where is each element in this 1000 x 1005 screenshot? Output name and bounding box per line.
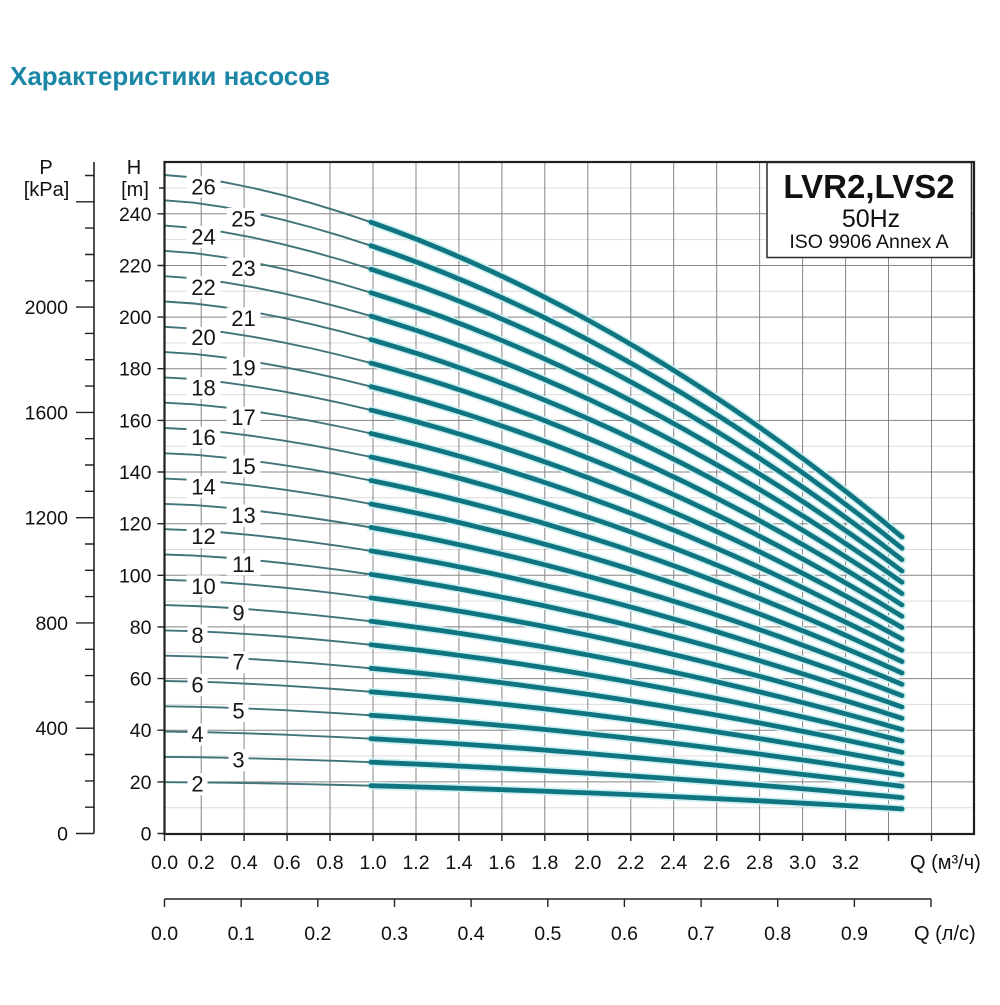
svg-text:ISO 9906 Annex A: ISO 9906 Annex A — [789, 231, 948, 253]
svg-text:0.0: 0.0 — [151, 852, 178, 874]
svg-text:0: 0 — [141, 824, 152, 846]
svg-text:2.2: 2.2 — [617, 852, 644, 874]
svg-text:0.0: 0.0 — [151, 923, 178, 945]
svg-text:H: H — [127, 157, 141, 179]
svg-text:20: 20 — [191, 325, 215, 350]
svg-text:0.5: 0.5 — [534, 923, 561, 945]
svg-text:11: 11 — [232, 552, 255, 577]
svg-text:50Hz: 50Hz — [842, 205, 900, 233]
svg-text:0.1: 0.1 — [228, 923, 255, 945]
svg-text:0.2: 0.2 — [188, 852, 215, 874]
svg-text:2.6: 2.6 — [703, 852, 730, 874]
svg-text:1600: 1600 — [25, 402, 69, 424]
svg-text:0.2: 0.2 — [304, 923, 331, 945]
svg-text:13: 13 — [231, 503, 255, 528]
svg-text:20: 20 — [130, 772, 152, 794]
svg-text:16: 16 — [191, 425, 215, 450]
svg-text:21: 21 — [231, 306, 255, 331]
svg-text:19: 19 — [231, 356, 255, 381]
svg-text:0.4: 0.4 — [231, 852, 258, 874]
svg-text:100: 100 — [119, 565, 152, 587]
svg-text:26: 26 — [191, 174, 215, 199]
svg-text:[m]: [m] — [121, 179, 149, 201]
svg-text:0.7: 0.7 — [688, 923, 715, 945]
svg-text:2.4: 2.4 — [660, 852, 687, 874]
svg-text:800: 800 — [35, 613, 68, 635]
svg-text:140: 140 — [119, 462, 152, 484]
svg-text:10: 10 — [191, 574, 215, 599]
svg-text:120: 120 — [119, 514, 152, 536]
svg-text:3.2: 3.2 — [832, 852, 859, 874]
svg-text:P: P — [39, 157, 52, 179]
svg-text:24: 24 — [191, 225, 215, 250]
svg-text:23: 23 — [231, 256, 255, 281]
svg-text:240: 240 — [119, 204, 152, 226]
svg-text:1.8: 1.8 — [531, 852, 558, 874]
svg-text:80: 80 — [130, 617, 152, 639]
svg-text:0.8: 0.8 — [316, 852, 343, 874]
svg-text:15: 15 — [231, 454, 255, 479]
svg-text:1200: 1200 — [25, 508, 69, 530]
svg-text:40: 40 — [130, 720, 152, 742]
svg-text:17: 17 — [231, 405, 255, 430]
svg-text:1.6: 1.6 — [488, 852, 515, 874]
svg-text:2: 2 — [191, 772, 203, 797]
svg-text:160: 160 — [119, 410, 152, 432]
svg-text:5: 5 — [232, 699, 244, 724]
svg-text:22: 22 — [191, 275, 215, 300]
svg-text:0.6: 0.6 — [274, 852, 301, 874]
svg-text:0.9: 0.9 — [841, 923, 868, 945]
svg-text:LVR2,LVS2: LVR2,LVS2 — [783, 168, 954, 205]
svg-text:0.6: 0.6 — [611, 923, 638, 945]
svg-text:8: 8 — [191, 623, 203, 648]
svg-text:400: 400 — [35, 718, 68, 740]
svg-text:200: 200 — [119, 307, 152, 329]
svg-text:4: 4 — [191, 722, 203, 747]
svg-text:Q (м³/ч): Q (м³/ч) — [910, 852, 981, 874]
svg-text:1.0: 1.0 — [359, 852, 386, 874]
svg-text:1.4: 1.4 — [445, 852, 472, 874]
svg-text:3: 3 — [232, 748, 244, 773]
svg-text:14: 14 — [191, 475, 215, 500]
svg-text:0.8: 0.8 — [764, 923, 791, 945]
svg-text:60: 60 — [130, 669, 152, 691]
svg-text:Q (л/с): Q (л/с) — [914, 923, 976, 945]
svg-text:18: 18 — [191, 376, 215, 401]
svg-text:[kPa]: [kPa] — [24, 179, 70, 201]
svg-text:2000: 2000 — [25, 297, 69, 319]
svg-text:2.8: 2.8 — [746, 852, 773, 874]
svg-text:7: 7 — [232, 650, 244, 675]
svg-text:0: 0 — [57, 824, 68, 846]
svg-text:25: 25 — [231, 206, 255, 231]
svg-text:0.3: 0.3 — [381, 923, 408, 945]
svg-text:2.0: 2.0 — [574, 852, 601, 874]
svg-text:3.0: 3.0 — [789, 852, 816, 874]
svg-text:180: 180 — [119, 359, 152, 381]
svg-text:0.4: 0.4 — [458, 923, 485, 945]
svg-text:6: 6 — [191, 673, 203, 698]
svg-text:9: 9 — [232, 601, 244, 626]
svg-text:12: 12 — [191, 524, 215, 549]
svg-text:220: 220 — [119, 256, 152, 278]
svg-text:Характеристики насосов: Характеристики насосов — [10, 61, 330, 91]
svg-text:1.2: 1.2 — [402, 852, 429, 874]
